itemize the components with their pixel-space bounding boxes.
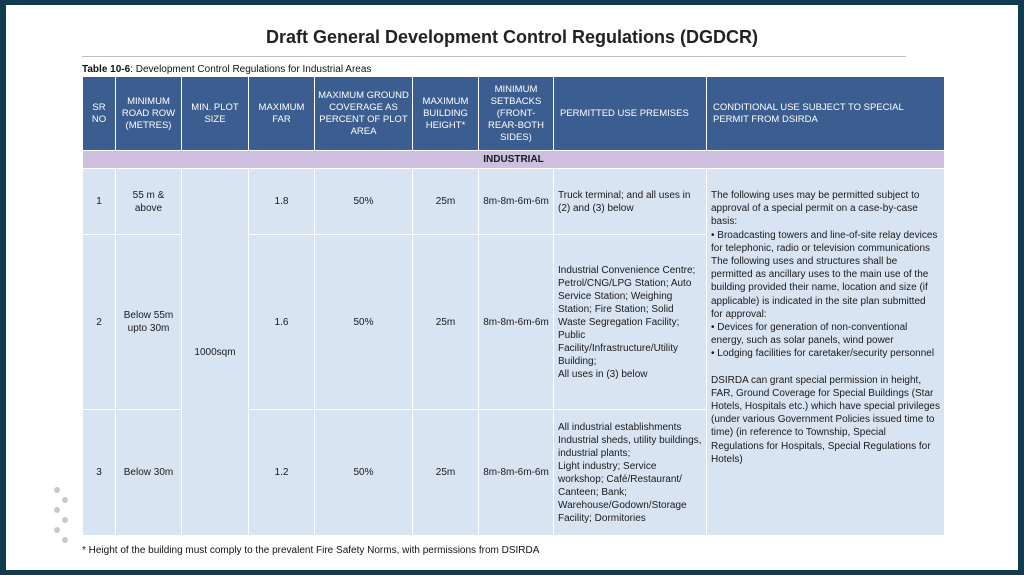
coverage-cell: 50% <box>314 234 413 410</box>
min-plot-size-cell: 1000sqm <box>181 168 249 536</box>
road-row-cell: 55 m & above <box>115 168 182 235</box>
header-min-setbacks: MINIMUM SETBACKS (FRONT-REAR-BOTH SIDES) <box>478 76 554 151</box>
permitted-use-line: All industrial establishments <box>558 421 682 433</box>
header-row: SR NO MINIMUM ROAD ROW (METRES) MIN. PLO… <box>82 76 945 151</box>
table-row: 3 Below 30m 1.2 50% 25m 8m-8m-6m-6m All … <box>82 409 945 536</box>
permitted-use-line: Truck terminal; and all uses in (2) and … <box>558 189 691 214</box>
header-permitted-use: PERMITTED USE PREMISES <box>553 76 707 151</box>
sr-cell: 3 <box>82 409 116 536</box>
header-max-building-height: MAXIMUM BUILDING HEIGHT* <box>412 76 479 151</box>
page-title: Draft General Development Control Regula… <box>265 27 759 47</box>
table-caption-text: : Development Control Regulations for In… <box>130 64 372 75</box>
permitted-use-line: Light industry; Service workshop; Café/R… <box>558 460 687 524</box>
permitted-use-cell: All industrial establishments Industrial… <box>553 409 707 536</box>
setbacks-cell: 8m-8m-6m-6m <box>478 234 554 410</box>
conditional-use-line: The following uses may be permitted subj… <box>711 190 920 228</box>
permitted-use-line: Industrial Convenience Centre; Petrol/CN… <box>558 264 696 302</box>
road-row-cell: Below 55m upto 30m <box>115 234 182 410</box>
height-cell: 25m <box>412 168 479 235</box>
permitted-use-cell: Truck terminal; and all uses in (2) and … <box>553 168 707 235</box>
header-sr-no: SR NO <box>82 76 116 151</box>
coverage-cell: 50% <box>314 168 413 235</box>
header-min-plot-size: MIN. PLOT SIZE <box>181 76 249 151</box>
table-row: 1 55 m & above 1000sqm 1.8 50% 25m 8m-8m… <box>82 168 945 536</box>
slide: Draft General Development Control Regula… <box>6 5 1018 570</box>
regulations-table: SR NO MINIMUM ROAD ROW (METRES) MIN. PLO… <box>82 76 945 536</box>
table-row: 2 Below 55m upto 30m 1.6 50% 25m 8m-8m-6… <box>82 234 945 410</box>
permitted-use-line: All uses in (3) below <box>558 368 648 380</box>
header-min-road-row: MINIMUM ROAD ROW (METRES) <box>115 76 182 151</box>
footnote: * Height of the building must comply to … <box>82 545 540 556</box>
header-max-far: MAXIMUM FAR <box>248 76 315 151</box>
conditional-use-line: DSIRDA can grant special permission in h… <box>711 374 940 465</box>
permitted-use-line: Station; Fire Station; Solid Waste Segre… <box>558 303 680 367</box>
conditional-use-line: • Broadcasting towers and line-of-site r… <box>711 229 938 254</box>
dot <box>54 507 60 513</box>
setbacks-cell: 8m-8m-6m-6m <box>478 168 554 235</box>
dot <box>54 487 60 493</box>
title-divider <box>82 56 906 57</box>
far-cell: 1.8 <box>248 168 315 235</box>
decorative-dots <box>52 487 76 547</box>
section-label: INDUSTRIAL <box>82 150 945 169</box>
header-conditional-use: CONDITIONAL USE SUBJECT TO SPECIAL PERMI… <box>706 76 945 151</box>
permitted-use-cell: Industrial Convenience Centre; Petrol/CN… <box>553 234 707 410</box>
conditional-use-line: • Lodging facilities for caretaker/secur… <box>711 348 935 360</box>
dot <box>62 537 68 543</box>
conditional-use-line: The following uses and structures shall … <box>711 256 929 320</box>
coverage-cell: 50% <box>314 409 413 536</box>
height-cell: 25m <box>412 409 479 536</box>
table-caption: Table 10-6: Development Control Regulati… <box>82 64 371 75</box>
far-cell: 1.6 <box>248 234 315 410</box>
sr-cell: 1 <box>82 168 116 235</box>
dot <box>54 527 60 533</box>
conditional-use-line: • Devices for generation of non-conventi… <box>711 322 908 347</box>
road-row-cell: Below 30m <box>115 409 182 536</box>
sr-cell: 2 <box>82 234 116 410</box>
conditional-use-cell: The following uses may be permitted subj… <box>706 168 945 536</box>
section-row: INDUSTRIAL <box>82 150 945 169</box>
table-caption-label: Table 10-6 <box>82 64 131 75</box>
far-cell: 1.2 <box>248 409 315 536</box>
header-max-ground-coverage: MAXIMUM GROUND COVERAGE AS PERCENT OF PL… <box>314 76 413 151</box>
height-cell: 25m <box>412 234 479 410</box>
dot <box>62 517 68 523</box>
permitted-use-line: Industrial sheds, utility buildings, ind… <box>558 434 702 459</box>
conditional-use-spacer <box>711 361 940 374</box>
dot <box>62 497 68 503</box>
setbacks-cell: 8m-8m-6m-6m <box>478 409 554 536</box>
